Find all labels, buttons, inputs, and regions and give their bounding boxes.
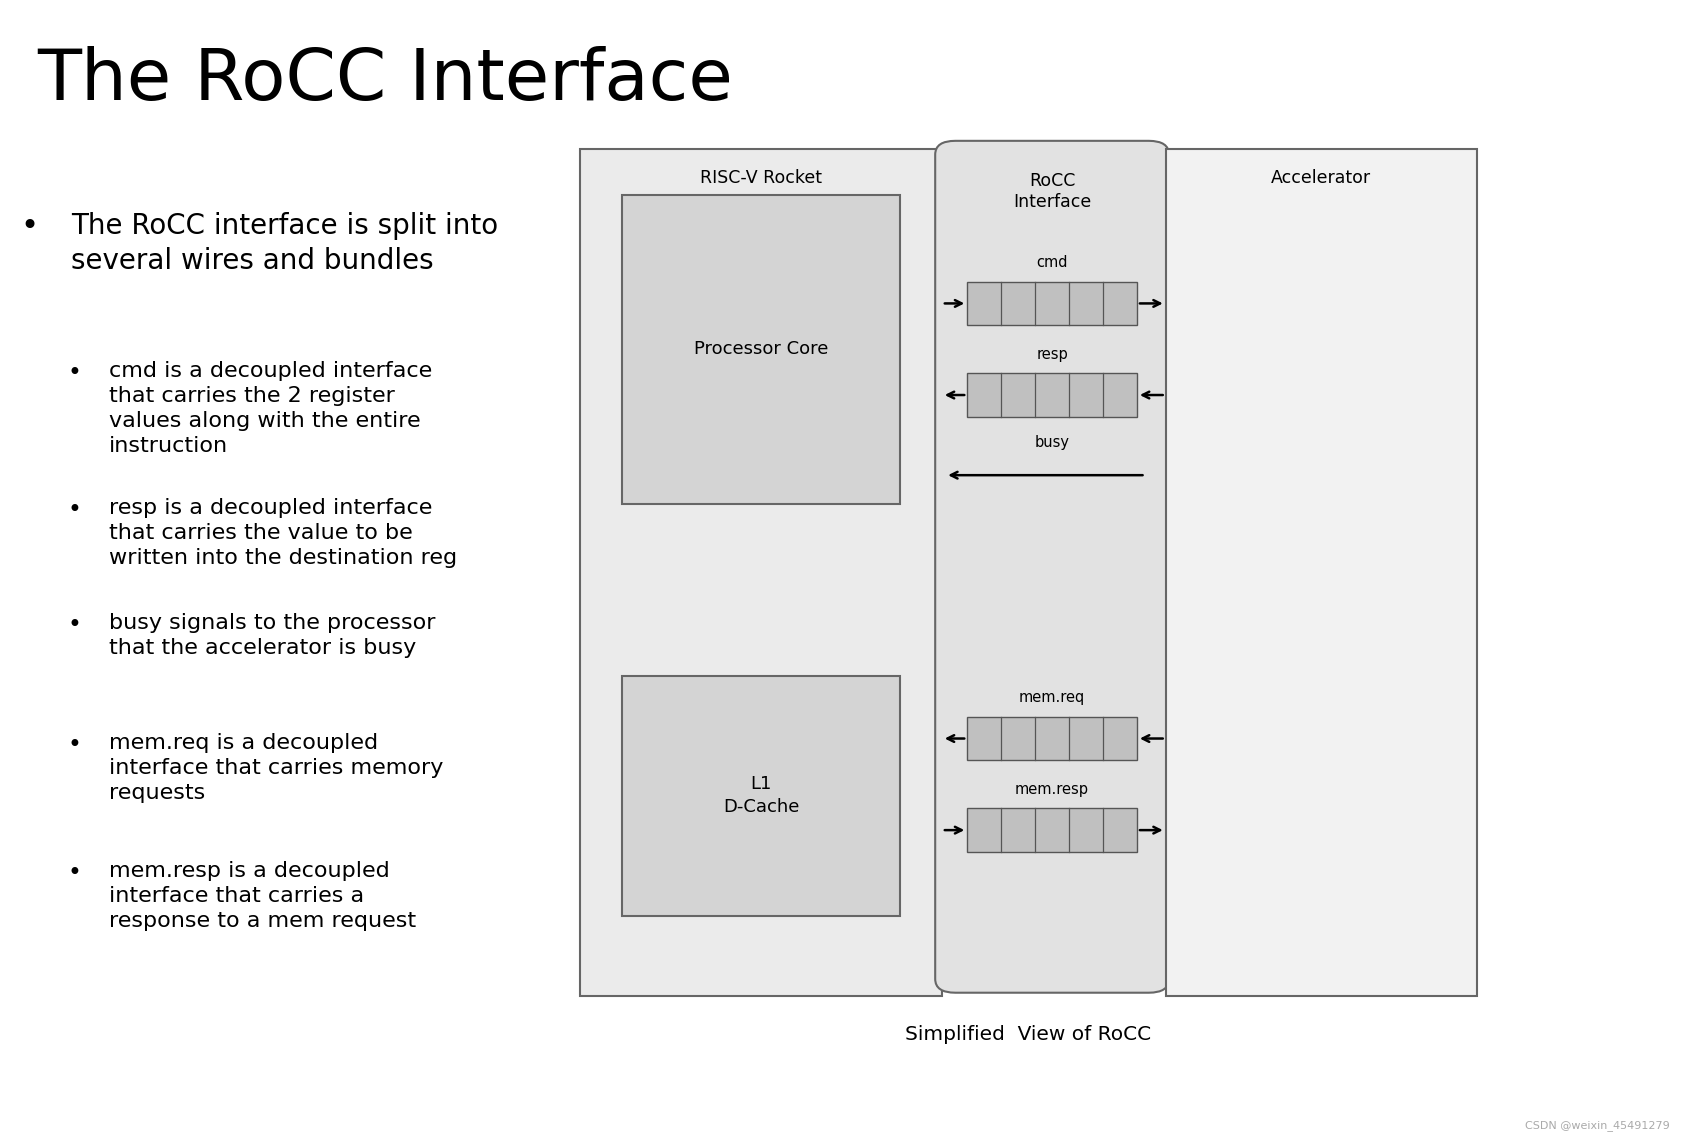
Text: •: • (67, 361, 81, 385)
Text: mem.resp is a decoupled
interface that carries a
response to a mem request: mem.resp is a decoupled interface that c… (109, 861, 417, 931)
Text: The RoCC Interface: The RoCC Interface (37, 46, 733, 114)
Text: mem.req is a decoupled
interface that carries memory
requests: mem.req is a decoupled interface that ca… (109, 733, 444, 803)
Text: mem.resp: mem.resp (1016, 782, 1088, 797)
Text: Simplified  View of RoCC: Simplified View of RoCC (905, 1025, 1152, 1044)
Text: The RoCC interface is split into
several wires and bundles: The RoCC interface is split into several… (71, 212, 498, 275)
FancyBboxPatch shape (935, 141, 1169, 993)
Text: busy: busy (1034, 435, 1070, 450)
Text: busy signals to the processor
that the accelerator is busy: busy signals to the processor that the a… (109, 613, 436, 657)
Text: •: • (67, 613, 81, 637)
Text: •: • (67, 498, 81, 522)
Text: Processor Core: Processor Core (695, 340, 828, 358)
Text: •: • (20, 212, 39, 240)
Text: mem.req: mem.req (1019, 690, 1085, 705)
Text: RoCC
Interface: RoCC Interface (1013, 172, 1092, 211)
FancyBboxPatch shape (580, 149, 942, 996)
Text: CSDN @weixin_45491279: CSDN @weixin_45491279 (1526, 1120, 1670, 1131)
Text: RISC-V Rocket: RISC-V Rocket (700, 169, 822, 188)
FancyBboxPatch shape (967, 717, 1137, 760)
FancyBboxPatch shape (967, 282, 1137, 325)
FancyBboxPatch shape (967, 373, 1137, 417)
Text: L1
D-Cache: L1 D-Cache (723, 775, 799, 816)
Text: •: • (67, 733, 81, 757)
Text: resp is a decoupled interface
that carries the value to be
written into the dest: resp is a decoupled interface that carri… (109, 498, 458, 568)
Text: cmd is a decoupled interface
that carries the 2 register
values along with the e: cmd is a decoupled interface that carrie… (109, 361, 432, 456)
Text: •: • (67, 861, 81, 885)
FancyBboxPatch shape (967, 808, 1137, 852)
FancyBboxPatch shape (622, 195, 900, 504)
FancyBboxPatch shape (622, 676, 900, 916)
Text: resp: resp (1036, 347, 1068, 362)
FancyBboxPatch shape (1166, 149, 1477, 996)
Text: Accelerator: Accelerator (1272, 169, 1371, 188)
Text: cmd: cmd (1036, 255, 1068, 270)
